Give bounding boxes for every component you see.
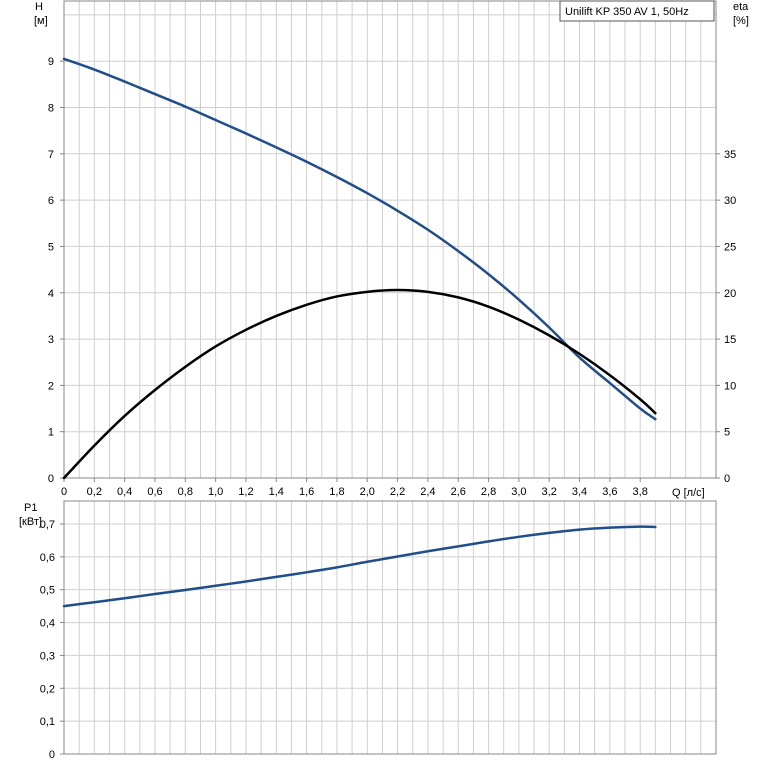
x-tick-label: 2,6 [451, 486, 466, 498]
chart-title: Unilift KP 350 AV 1, 50Hz [565, 6, 689, 18]
x-tick-label: 3,6 [602, 486, 617, 498]
y-left-tick-label: 3 [48, 334, 54, 346]
y-right-tick-label: 0 [724, 473, 730, 485]
y-left-tick-label: 4 [48, 288, 54, 300]
bottom-panel-grid [64, 501, 716, 754]
y-left-axis-ticks: 0 1 2 3 4 5 6 7 8 9 [48, 56, 64, 485]
y-right-tick-label: 15 [724, 334, 736, 346]
y-right-tick-label: 35 [724, 149, 736, 161]
p1-tick-label: 0,4 [40, 618, 55, 630]
p1-axis-ticks: 0 0,1 0,2 0,3 0,4 0,5 0,6 0,7 [40, 519, 64, 761]
bottom-panel-frame [63, 500, 717, 755]
y-left-tick-label: 9 [48, 56, 54, 68]
y-left-tick-label: 6 [48, 195, 54, 207]
x-tick-label: 3,2 [542, 486, 557, 498]
y-right-tick-label: 30 [724, 195, 736, 207]
x-tick-label: 0,4 [117, 486, 132, 498]
x-tick-label: 0,2 [87, 486, 102, 498]
x-tick-label: 2,2 [390, 486, 405, 498]
y-right-axis-unit: [%] [733, 15, 749, 27]
x-tick-label: 1,8 [329, 486, 344, 498]
y-right-tick-label: 10 [724, 380, 736, 392]
x-axis-label: Q [л/с] [672, 487, 705, 499]
x-tick-label: 1,0 [208, 486, 223, 498]
y-left-axis-label: H [35, 1, 43, 13]
p1-tick-label: 0 [49, 749, 55, 761]
x-tick-label: 1,2 [238, 486, 253, 498]
y-left-tick-label: 1 [48, 427, 54, 439]
y-left-tick-label: 5 [48, 241, 54, 253]
y-left-tick-label: 2 [48, 380, 54, 392]
y-left-tick-label: 8 [48, 103, 54, 115]
p1-axis-label: P1 [24, 502, 37, 514]
p1-tick-label: 0,1 [40, 716, 55, 728]
y-right-axis-label: eta [733, 1, 749, 13]
p1-tick-label: 0,6 [40, 552, 55, 564]
x-tick-label: 3,8 [633, 486, 648, 498]
p1-tick-label: 0,7 [40, 519, 55, 531]
y-right-tick-label: 5 [724, 427, 730, 439]
x-axis-ticks: 0 0,2 0,4 0,6 0,8 1,0 1,2 1,4 1,6 1,8 2,0 2,2 2,4 2,6… [61, 478, 648, 498]
curves [62, 57, 657, 608]
x-tick-label: 1,6 [299, 486, 314, 498]
y-left-axis-unit-label: [м] [34, 15, 48, 27]
top-panel-grid [64, 1, 716, 478]
p1-tick-label: 0,5 [40, 585, 55, 597]
x-tick-label: 2,8 [481, 486, 496, 498]
p1-axis-unit: [кВт] [19, 516, 42, 528]
y-right-tick-label: 25 [724, 241, 736, 253]
y-left-tick-label: 7 [48, 149, 54, 161]
x-tick-label: 0,8 [178, 486, 193, 498]
x-tick-label: 2,0 [360, 486, 375, 498]
chart-title-box [559, 0, 715, 22]
y-right-tick-label: 20 [724, 288, 736, 300]
x-tick-label: 0,6 [147, 486, 162, 498]
top-panel-frame [63, 0, 717, 479]
curve-h [62, 57, 657, 421]
curve-eta [62, 288, 657, 480]
y-left-tick-label: 0 [48, 473, 54, 485]
x-tick-label: 0 [61, 486, 67, 498]
p1-tick-label: 0,2 [40, 683, 55, 695]
x-tick-label: 2,4 [420, 486, 435, 498]
y-right-axis-ticks: 0 5 10 15 20 25 30 35 [716, 149, 736, 485]
curve-p1 [62, 525, 657, 608]
x-tick-label: 3,0 [511, 486, 526, 498]
x-tick-label: 3,4 [572, 486, 587, 498]
p1-tick-label: 0,3 [40, 650, 55, 662]
x-tick-label: 1,4 [269, 486, 284, 498]
